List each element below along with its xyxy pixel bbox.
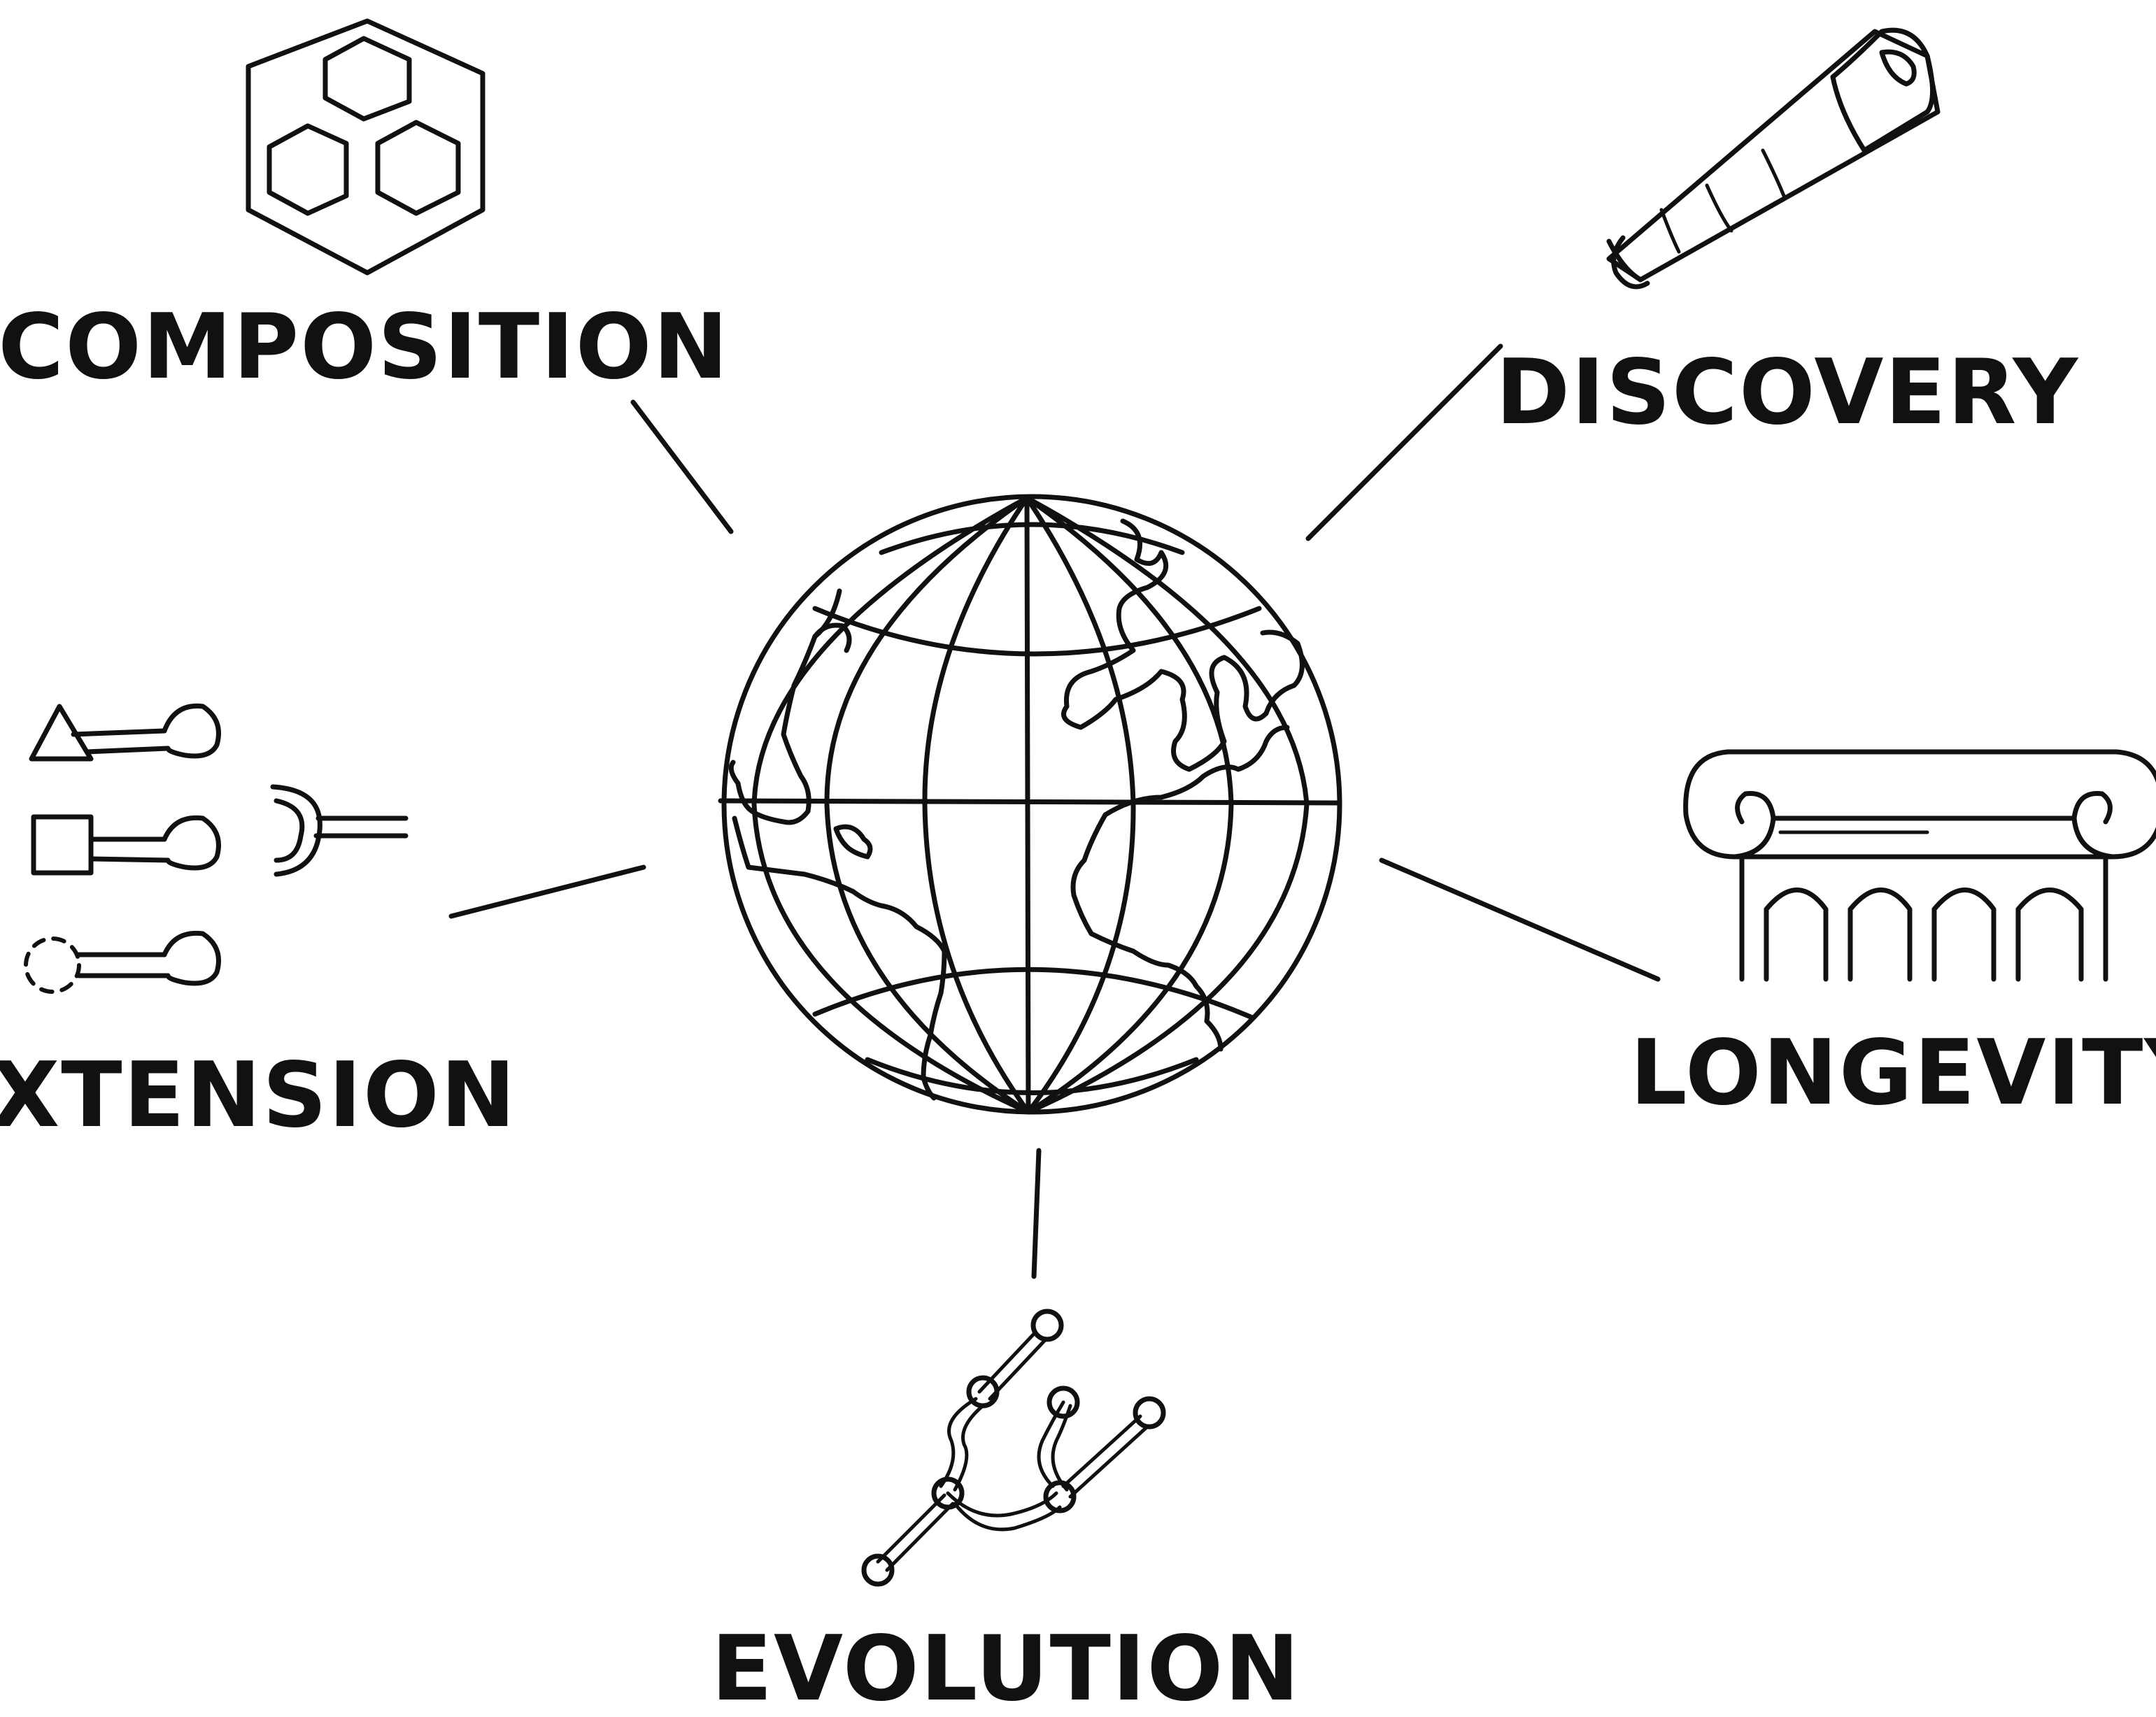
- evolution-label: EVOLUTION: [711, 1617, 1301, 1717]
- longevity-connector: [1379, 857, 1661, 982]
- telescope-icon: [1606, 27, 1941, 290]
- evolution-connector: [1031, 1148, 1042, 1279]
- ionic-column-icon: [1683, 749, 2156, 982]
- longevity-label: LONGEVITY: [1630, 1021, 2156, 1125]
- discovery-label: DISCOVERY: [1496, 341, 2079, 445]
- discovery-connector: [1305, 343, 1503, 541]
- globe-icon: [718, 494, 1342, 1115]
- extension-connector: [448, 864, 646, 919]
- hexagon-cluster-icon: [246, 18, 485, 276]
- extension-label: EXTENSION: [0, 1043, 517, 1148]
- composition-connector: [630, 399, 734, 534]
- branching-graph-icon: [861, 1309, 1166, 1587]
- composition-label: COMPOSITION: [0, 295, 730, 399]
- plug-connectors-icon: [24, 703, 409, 994]
